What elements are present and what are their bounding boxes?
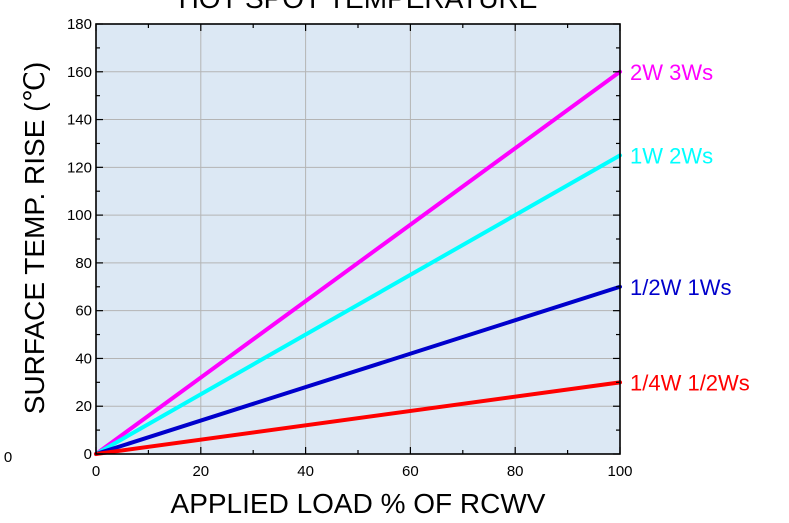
y-tick-label: 100 xyxy=(67,207,92,224)
x-tick-label: 100 xyxy=(607,463,632,480)
y-tick-label: 20 xyxy=(75,398,92,415)
x-tick-label: 40 xyxy=(297,463,314,480)
y-tick-label: 180 xyxy=(67,16,92,33)
y-tick-label: 0 xyxy=(84,446,92,463)
series-line xyxy=(94,380,622,456)
y-tick-label: 40 xyxy=(75,350,92,367)
series-labels: 2W 3Ws 1W 2Ws 1/2W 1Ws 1/4W 1/2Ws xyxy=(630,60,750,396)
series-line xyxy=(94,153,622,456)
y-tick-labels: 0 20 40 60 80 100 120 140 160 180 xyxy=(67,16,92,463)
y-tick-label: 120 xyxy=(67,159,92,176)
x-axis-title: APPLIED LOAD % OF RCWV xyxy=(171,488,546,519)
grid-lines xyxy=(96,24,620,454)
x-tick-label: 0 xyxy=(92,463,100,480)
series-label: 1/2W 1Ws xyxy=(630,275,731,300)
x-tick-label: 60 xyxy=(402,463,419,480)
y-tick-label: 140 xyxy=(67,112,92,129)
x-tick-labels: 0 20 40 60 80 100 xyxy=(92,463,633,480)
series-lines xyxy=(94,69,622,456)
y-tick-label: 160 xyxy=(67,64,92,81)
y-tick-label: 60 xyxy=(75,303,92,320)
series-label: 1W 2Ws xyxy=(630,143,713,168)
x-tick-label: 80 xyxy=(507,463,524,480)
y-tick-label: 80 xyxy=(75,255,92,272)
y-axis-title: SURFACE TEMP. RISE (℃) xyxy=(19,62,50,414)
x-tick-label: 20 xyxy=(192,463,209,480)
series-line xyxy=(94,69,622,456)
axis-ticks xyxy=(95,23,621,455)
series-label: 2W 3Ws xyxy=(630,60,713,85)
series-label: 1/4W 1/2Ws xyxy=(630,370,750,395)
stray-zero-label: 0 xyxy=(4,449,12,466)
series-line xyxy=(94,284,622,456)
chart-title: HOT SPOT TEMPERATURE xyxy=(179,0,538,14)
plot-area xyxy=(96,24,620,454)
